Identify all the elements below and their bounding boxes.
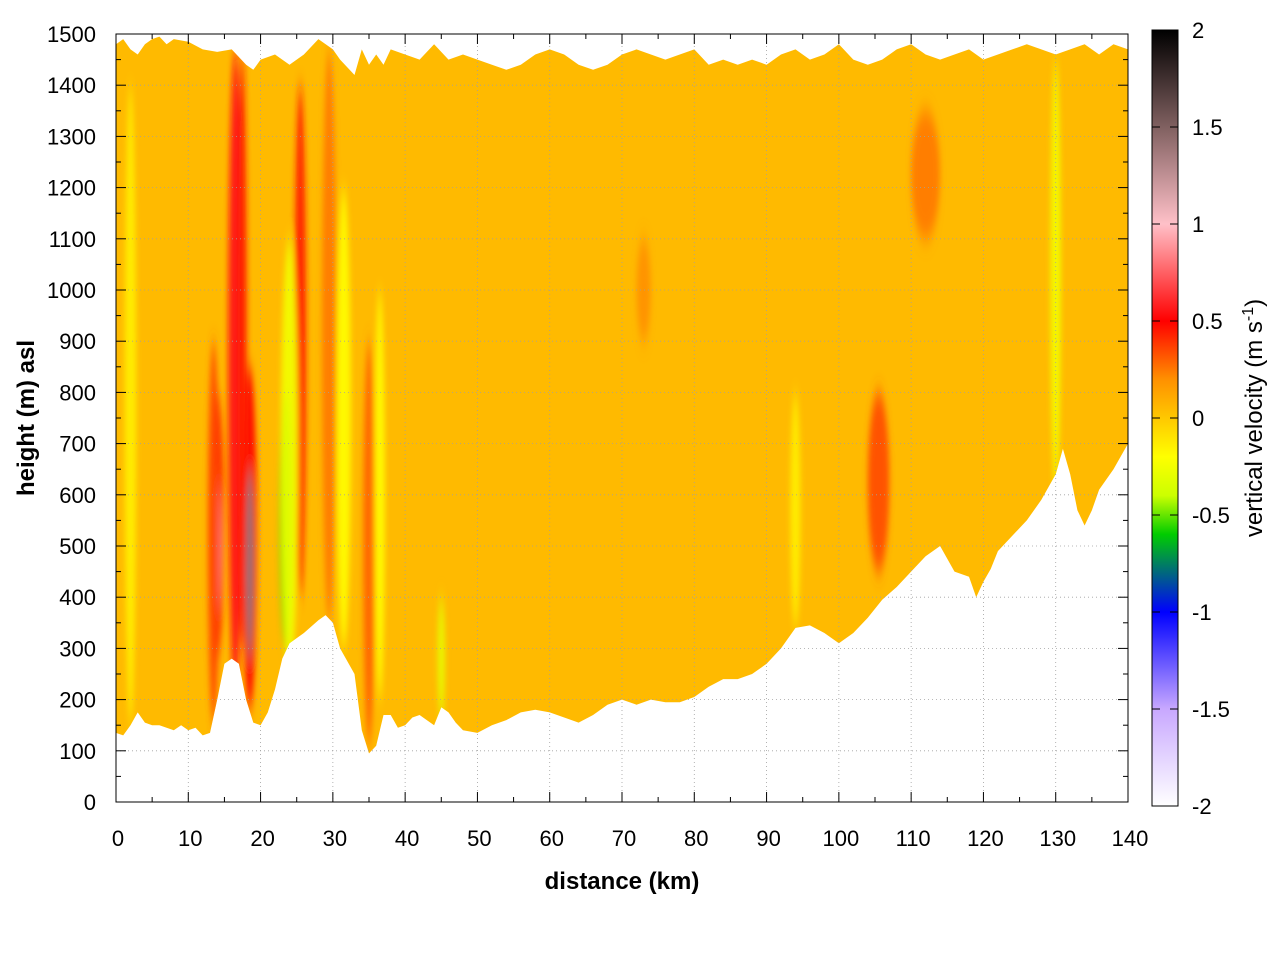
y-tick-label: 500 xyxy=(59,534,96,559)
velocity-feature-plume xyxy=(238,49,247,649)
y-tick-label: 900 xyxy=(59,329,96,354)
y-tick-label: 1300 xyxy=(47,124,96,149)
y-axis: 0 100 200 300 400 500 600 700 800 900 1000 1100 1200… xyxy=(47,22,1128,815)
colorbar-title: vertical velocity (m s-1) xyxy=(1240,299,1268,537)
x-tick-label: 80 xyxy=(684,826,708,851)
x-tick-label: 100 xyxy=(822,826,859,851)
velocity-feature-plume xyxy=(207,341,220,726)
y-tick-label: 400 xyxy=(59,585,96,610)
x-axis: 0 10 20 30 40 50 60 70 80 90 100 110 120 130 140 xyxy=(112,34,1148,851)
y-tick-label: 300 xyxy=(59,636,96,661)
velocity-field xyxy=(116,36,1128,754)
colorbar-tick-label: 1.5 xyxy=(1192,115,1223,140)
velocity-feature-plume xyxy=(636,238,651,342)
velocity-feature-plume xyxy=(363,341,375,746)
colorbar-tick-label: 0 xyxy=(1192,406,1204,431)
velocity-feature-plume xyxy=(911,110,941,239)
y-tick-label: 1200 xyxy=(47,176,96,201)
velocity-feature-down xyxy=(437,597,445,720)
velocity-feature-plume xyxy=(322,49,337,623)
colorbar-tick-label: 2 xyxy=(1192,18,1204,43)
velocity-feature-down xyxy=(336,187,351,649)
x-tick-label: 90 xyxy=(756,826,780,851)
plot-area: 0 10 20 30 40 50 60 70 80 90 100 110 120 130 140 0 100 2… xyxy=(47,22,1148,851)
x-tick-label: 110 xyxy=(896,826,931,851)
colorbar-tick-label: -0.5 xyxy=(1192,503,1230,528)
y-tick-label: 600 xyxy=(59,483,96,508)
velocity-feature-down xyxy=(374,290,385,700)
x-tick-label: 140 xyxy=(1112,826,1149,851)
y-tick-label: 0 xyxy=(84,790,96,815)
velocity-feature-down xyxy=(790,392,801,628)
grid-lines xyxy=(116,34,1128,802)
x-tick-label: 40 xyxy=(395,826,419,851)
velocity-feature-plume xyxy=(867,392,890,572)
y-tick-label: 700 xyxy=(59,432,96,457)
colorbar-tick-label: 0.5 xyxy=(1192,309,1223,334)
velocity-feature-down xyxy=(280,238,299,674)
x-tick-label: 10 xyxy=(178,826,202,851)
velocity-feature-down xyxy=(1050,59,1061,495)
x-axis-title: distance (km) xyxy=(545,868,700,895)
x-tick-label: 120 xyxy=(967,826,1004,851)
y-tick-label: 200 xyxy=(59,688,96,713)
colorbar: -2 -1.5 -1 -0.5 0 0.5 1 1.5 2 vertical velocity … xyxy=(1151,18,1268,819)
x-tick-label: 60 xyxy=(539,826,563,851)
y-tick-label: 1500 xyxy=(47,22,96,47)
colorbar-tick-label: -1.5 xyxy=(1192,697,1230,722)
velocity-feature-down xyxy=(124,85,137,726)
velocity-core-center xyxy=(245,469,254,659)
x-tick-label: 20 xyxy=(250,826,274,851)
colorbar-tick-label: 1 xyxy=(1192,212,1204,237)
x-tick-label: 0 xyxy=(112,826,124,851)
x-tick-label: 50 xyxy=(467,826,491,851)
colorbar-tick-label: -2 xyxy=(1192,794,1212,819)
y-tick-label: 1100 xyxy=(49,227,96,252)
x-tick-label: 130 xyxy=(1039,826,1076,851)
y-tick-label: 1400 xyxy=(47,73,96,98)
x-tick-label: 30 xyxy=(323,826,347,851)
y-tick-label: 100 xyxy=(59,739,96,764)
colorbar-tick-label: -1 xyxy=(1192,600,1212,625)
y-tick-label: 800 xyxy=(59,380,96,405)
y-tick-label: 1000 xyxy=(47,278,96,303)
y-axis-title: height (m) asl xyxy=(13,340,40,496)
x-tick-label: 70 xyxy=(612,826,636,851)
